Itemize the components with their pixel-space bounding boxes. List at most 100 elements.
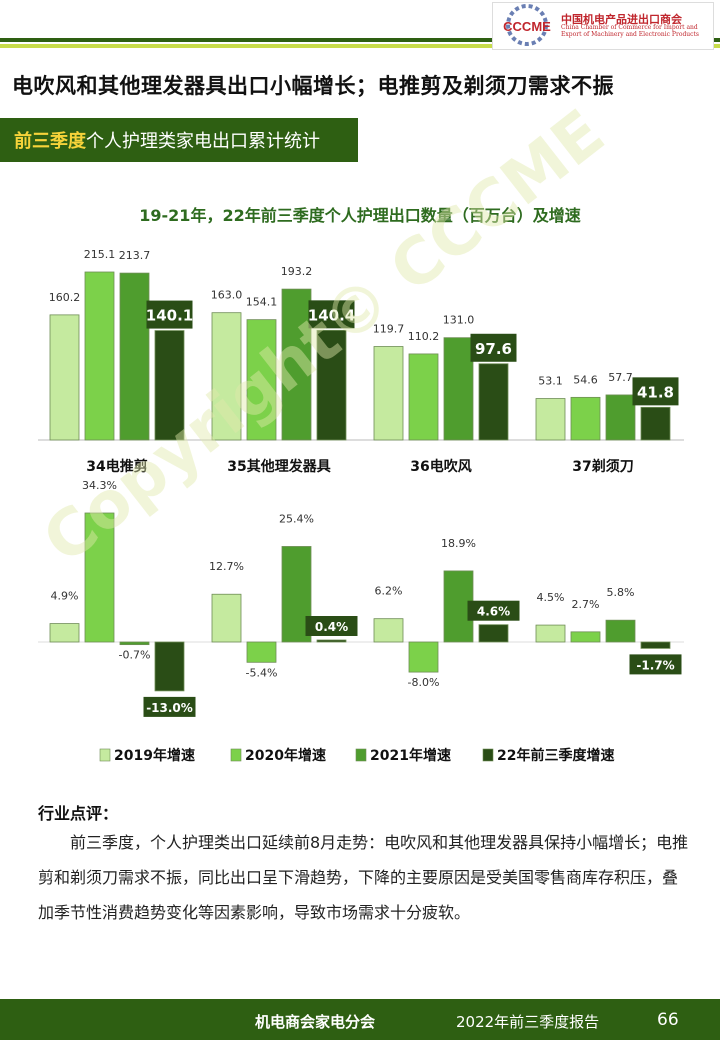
quantity-data-label: 57.7 <box>608 371 633 384</box>
cccme-logo: CCCME 中国机电产品进出口商会 China Chamber of Comme… <box>492 2 714 50</box>
growth-data-label: 4.6% <box>477 605 510 619</box>
comment-title: 行业点评： <box>38 804 119 823</box>
growth-data-label: 2.7% <box>572 598 600 611</box>
quantity-bar <box>316 329 347 441</box>
growth-bar <box>605 619 636 643</box>
quantity-bar <box>640 406 671 441</box>
quantity-data-label: 160.2 <box>49 291 81 304</box>
page-number: 66 <box>657 1010 679 1030</box>
growth-data-label: 25.4% <box>279 512 314 525</box>
comment-body: 前三季度，个人护理类出口延续前8月走势：电吹风和其他理发器具保持小幅增长；电推剪… <box>38 833 689 922</box>
growth-data-label: -13.0% <box>146 701 193 715</box>
quantity-bar <box>84 271 115 441</box>
growth-data-label: -8.0% <box>408 676 440 689</box>
growth-bar <box>373 618 404 643</box>
quantity-bar <box>281 288 312 441</box>
growth-data-label: 4.9% <box>51 590 79 603</box>
logo-en-name: China Chamber of Commerce for Import and… <box>561 24 700 38</box>
growth-bar <box>316 639 347 643</box>
footer-report: 2022年前三季度报告 <box>456 1013 600 1031</box>
quantity-data-label: 163.0 <box>211 289 243 302</box>
section-title-rest: 个人护理类家电出口累计统计 <box>86 131 320 152</box>
quantity-data-label: 213.7 <box>119 249 151 262</box>
export-chart: 160.2 4.9% 215.1 34.3% 213.7 -0.7% 140.1 -13.0%… <box>38 248 684 764</box>
growth-data-label: 4.5% <box>537 591 565 604</box>
quantity-bar <box>373 346 404 441</box>
cccme-logo-icon: CCCME <box>503 4 551 46</box>
footer-org: 机电商会家电分会 <box>255 1013 376 1031</box>
quantity-data-label: 41.8 <box>637 383 674 401</box>
quantity-label-box <box>632 377 679 406</box>
quantity-bar <box>443 337 474 441</box>
growth-data-label: -5.4% <box>246 666 278 679</box>
section-highlight: 前三季度 <box>14 131 86 152</box>
quantity-data-label: 97.6 <box>475 340 512 358</box>
quantity-label-box <box>146 300 193 329</box>
page-headline: 电吹风和其他理发器具出口小幅增长；电推剪及剃须刀需求不振 <box>12 74 614 98</box>
header-stripe-light <box>0 44 720 48</box>
quantity-data-label: 110.2 <box>408 330 440 343</box>
growth-data-label: 18.9% <box>441 537 476 550</box>
quantity-bar <box>535 398 566 441</box>
growth-label-box <box>143 696 196 717</box>
quantity-data-label: 215.1 <box>84 248 116 261</box>
growth-bar <box>84 512 115 643</box>
growth-bar <box>246 641 277 663</box>
category-label: 35其他理发器具 <box>227 458 330 475</box>
quantity-bar <box>408 353 439 441</box>
quantity-data-label: 119.7 <box>373 323 405 336</box>
quantity-label-box <box>470 333 517 362</box>
quantity-bar <box>211 312 242 441</box>
quantity-bar <box>246 319 277 441</box>
legend-swatch <box>99 748 111 762</box>
legend-swatch <box>355 748 367 762</box>
logo-cn-name: 中国机电产品进出口商会 <box>561 12 682 26</box>
quantity-data-label: 53.1 <box>538 375 563 388</box>
growth-bar <box>570 631 601 643</box>
header-stripe-dark <box>0 38 720 42</box>
legend-swatch <box>230 748 242 762</box>
category-label: 36电吹风 <box>410 458 471 475</box>
quantity-bar <box>49 314 80 441</box>
legend-label: 2021年增速 <box>370 747 451 764</box>
quantity-bar <box>570 396 601 441</box>
chart-title: 19-21年，22年前三季度个人护理出口数量（百万台）及增速 <box>139 206 581 225</box>
growth-bar <box>119 641 150 646</box>
growth-label-box <box>467 600 520 621</box>
growth-label-box <box>305 616 358 636</box>
category-label: 34电推剪 <box>86 458 147 475</box>
growth-bar <box>535 624 566 643</box>
quantity-data-label: 193.2 <box>281 265 313 278</box>
legend-label: 22年前三季度增速 <box>497 747 614 764</box>
section-banner: 前三季度 个人护理类家电出口累计统计 <box>0 118 358 162</box>
growth-data-label: 34.3% <box>82 479 117 492</box>
quantity-data-label: 140.1 <box>146 307 193 325</box>
growth-data-label: -1.7% <box>636 658 674 672</box>
growth-data-label: -0.7% <box>119 649 151 662</box>
growth-label-box <box>629 654 682 675</box>
page-footer: 机电商会家电分会 2022年前三季度报告 66 <box>0 999 720 1040</box>
growth-bar <box>408 641 439 673</box>
legend-label: 2020年增速 <box>245 747 326 764</box>
quantity-bar <box>605 394 636 441</box>
quantity-data-label: 54.6 <box>573 373 598 386</box>
growth-data-label: 5.8% <box>607 586 635 599</box>
quantity-bar <box>119 272 150 441</box>
quantity-data-label: 154.1 <box>246 296 278 309</box>
growth-data-label: 6.2% <box>375 585 403 598</box>
growth-data-label: 12.7% <box>209 560 244 573</box>
quantity-data-label: 131.0 <box>443 314 475 327</box>
quantity-data-label: 140.4 <box>308 306 355 324</box>
quantity-bar <box>154 330 185 441</box>
svg-text:CCCME: CCCME <box>503 19 551 34</box>
growth-bar <box>49 623 80 643</box>
growth-bar <box>478 624 509 643</box>
growth-bar <box>211 593 242 643</box>
quantity-label-box <box>308 300 355 329</box>
growth-bar <box>154 641 185 692</box>
growth-data-label: 0.4% <box>315 620 348 634</box>
logo-text: 中国机电产品进出口商会 China Chamber of Commerce fo… <box>561 14 711 38</box>
quantity-bar <box>478 363 509 441</box>
legend-label: 2019年增速 <box>114 747 195 764</box>
legend-swatch <box>482 748 494 762</box>
